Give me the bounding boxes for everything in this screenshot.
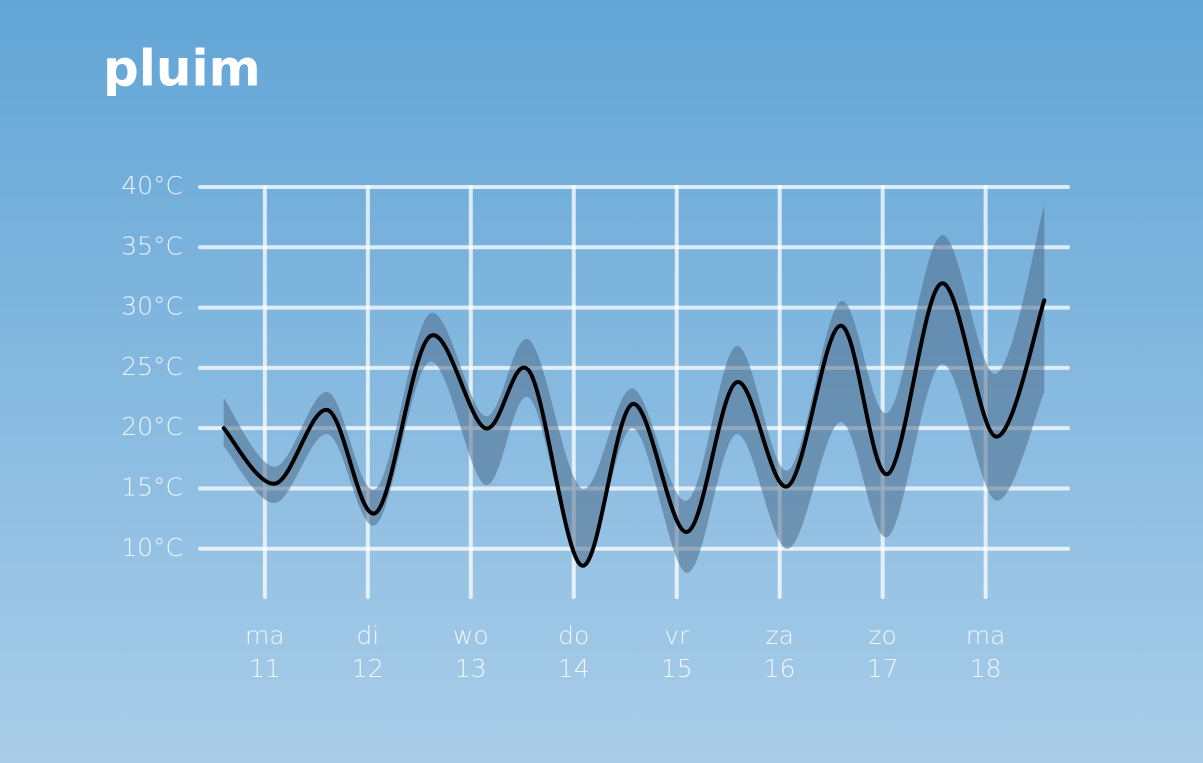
x-tick-label: ma bbox=[966, 621, 1006, 650]
x-tick-label: ma bbox=[245, 621, 285, 650]
y-tick-label: 15°C bbox=[121, 472, 183, 501]
x-tick-label: di bbox=[356, 621, 379, 650]
x-tick-date: 13 bbox=[455, 654, 487, 683]
x-tick-label: za bbox=[765, 621, 793, 650]
y-tick-label: 40°C bbox=[121, 171, 183, 200]
y-tick-label: 25°C bbox=[121, 352, 183, 381]
y-tick-label: 35°C bbox=[121, 231, 183, 260]
spread-band bbox=[223, 205, 1045, 573]
x-tick-date: 11 bbox=[249, 654, 281, 683]
y-tick-label: 10°C bbox=[121, 533, 183, 562]
y-tick-label: 30°C bbox=[121, 292, 183, 321]
x-tick-date: 18 bbox=[970, 654, 1002, 683]
x-tick-date: 16 bbox=[764, 654, 796, 683]
temperature-line bbox=[221, 281, 1047, 568]
x-tick-label: vr bbox=[664, 621, 690, 650]
x-tick-date: 12 bbox=[352, 654, 384, 683]
x-tick-label: do bbox=[558, 621, 589, 650]
x-tick-label: wo bbox=[453, 621, 489, 650]
y-tick-label: 20°C bbox=[121, 412, 183, 441]
x-tick-date: 14 bbox=[558, 654, 590, 683]
x-tick-date: 15 bbox=[661, 654, 693, 683]
x-tick-date: 17 bbox=[867, 654, 899, 683]
chart-title: pluim bbox=[103, 40, 261, 98]
x-tick-label: zo bbox=[868, 621, 896, 650]
